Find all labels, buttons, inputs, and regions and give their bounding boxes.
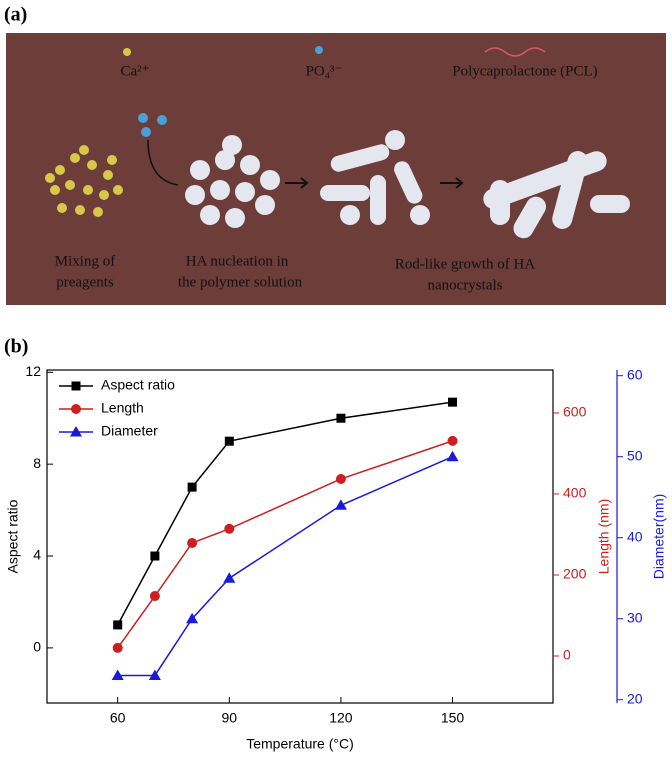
- chart: 60 90 120 1500481202004006002030405060Tempe…: [5, 363, 667, 752]
- y3-tick-label: 20: [627, 690, 643, 706]
- marker: [149, 591, 160, 602]
- legend-label: Ca²⁺: [120, 63, 149, 79]
- y3-tick-label: 60: [627, 366, 643, 382]
- arrow: [285, 177, 309, 189]
- marker: [111, 669, 124, 680]
- y3-tick-label: 50: [627, 447, 643, 463]
- pcl-icon: [484, 47, 546, 57]
- y-axis-title: Aspect ratio: [5, 499, 21, 573]
- legend-label: Aspect ratio: [101, 377, 175, 393]
- marker: [446, 450, 459, 462]
- marker: [224, 436, 234, 446]
- series-line: [117, 440, 453, 649]
- marker: [224, 523, 235, 534]
- marker: [186, 612, 199, 624]
- ca-icon: [123, 48, 131, 56]
- plot-frame: [46, 369, 554, 704]
- marker: [336, 413, 346, 423]
- step-label: the polymer solution: [178, 274, 303, 290]
- arrow: [440, 177, 464, 189]
- legend-label: Diameter: [101, 423, 158, 439]
- y-tick-label: 4: [33, 547, 41, 563]
- y2-tick-label: 200: [563, 566, 587, 582]
- marker: [334, 499, 347, 510]
- marker: [335, 473, 346, 484]
- marker: [223, 572, 236, 583]
- marker: [187, 537, 198, 548]
- y2-tick-label: 600: [563, 404, 587, 420]
- x-tick-label: 150: [441, 710, 465, 726]
- marker: [187, 482, 197, 492]
- series-line: [117, 401, 453, 626]
- x-tick-label: 120: [329, 710, 353, 726]
- legend-label: PO₄³⁻: [306, 63, 343, 79]
- y-tick-label: 12: [25, 363, 41, 379]
- step-label: preagents: [56, 274, 114, 290]
- po4-group: [138, 113, 167, 137]
- y2-axis-title: Length (nm): [596, 499, 612, 574]
- y2-tick-label: 400: [563, 485, 587, 501]
- growing-rods: [320, 130, 430, 225]
- panel-label: (a): [4, 4, 27, 26]
- legend-marker: [71, 381, 81, 391]
- step-label: Rod-like growth of HA: [395, 256, 536, 272]
- po4-icon: [315, 46, 323, 54]
- nanorods: [483, 151, 630, 239]
- y3-tick-label: 30: [627, 609, 643, 625]
- y-tick-label: 8: [33, 455, 41, 471]
- step-label: HA nucleation in: [186, 253, 289, 269]
- step-label: Mixing of: [55, 253, 115, 269]
- marker: [448, 397, 458, 407]
- nuclei-cluster: [185, 135, 280, 228]
- y-tick-label: 0: [33, 639, 41, 655]
- x-axis-title: Temperature (°C): [246, 736, 354, 752]
- legend-label: Polycaprolactone (PCL): [452, 63, 597, 79]
- legend-marker: [71, 404, 81, 414]
- panel-label: (b): [4, 336, 28, 358]
- marker: [148, 669, 161, 680]
- step-label: nanocrystals: [428, 277, 503, 293]
- x-tick-label: 90: [222, 710, 238, 726]
- y3-tick-label: 40: [627, 528, 643, 544]
- marker: [112, 642, 123, 653]
- x-tick-label: 60: [110, 710, 126, 726]
- arrow: [147, 139, 179, 186]
- marker: [150, 551, 160, 561]
- ca-cluster: [45, 145, 123, 217]
- marker: [447, 435, 458, 446]
- marker: [113, 620, 123, 630]
- legend-marker: [70, 426, 82, 437]
- illustration: [45, 46, 630, 239]
- series-line: [117, 456, 453, 677]
- y3-axis-title: Diameter(nm): [651, 494, 667, 580]
- y2-tick-label: 0: [563, 647, 571, 663]
- legend-label: Length: [101, 400, 144, 416]
